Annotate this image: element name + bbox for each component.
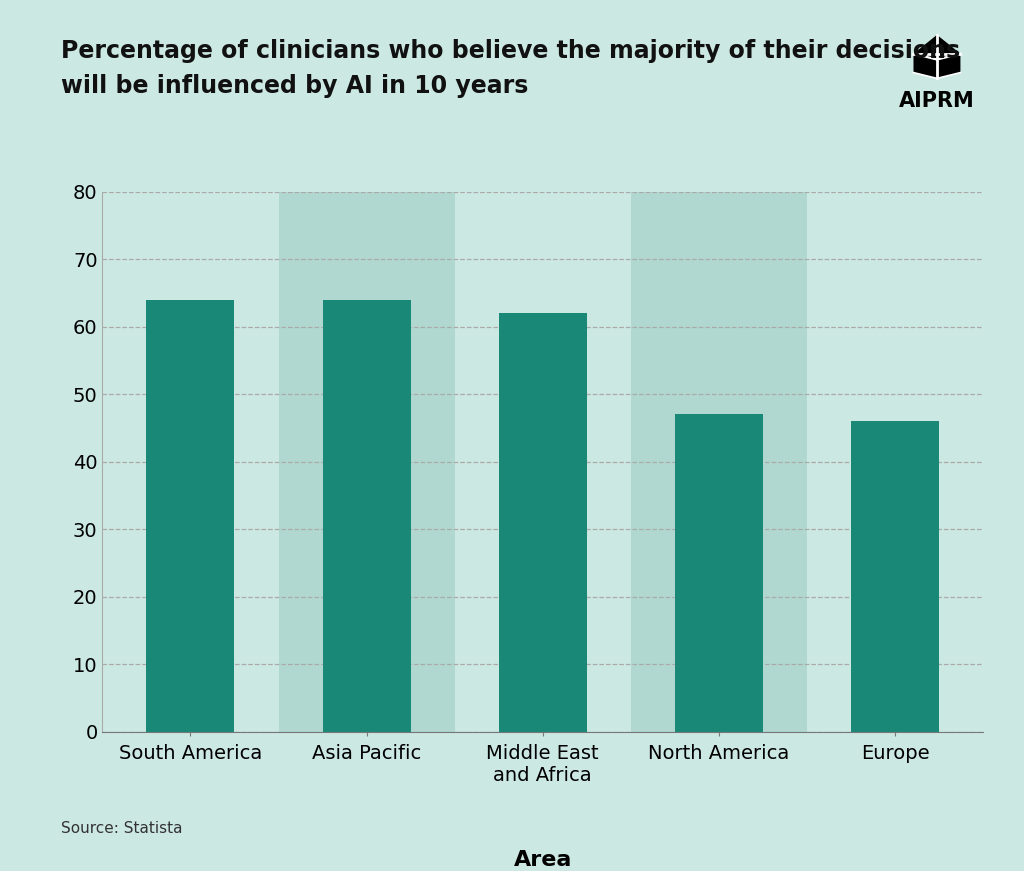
Bar [146, 300, 234, 732]
Polygon shape [937, 54, 961, 78]
Text: Source: Statista: Source: Statista [61, 821, 183, 836]
Bar [323, 300, 411, 732]
Bar [851, 422, 939, 732]
Bar [675, 415, 763, 732]
Bar [279, 192, 455, 732]
Bar [631, 192, 807, 732]
Text: AIPRM: AIPRM [899, 91, 975, 111]
Polygon shape [913, 35, 961, 59]
Text: will be influenced by AI in 10 years: will be influenced by AI in 10 years [61, 74, 528, 98]
X-axis label: Area: Area [513, 850, 572, 870]
Polygon shape [913, 54, 937, 78]
Bar [499, 314, 587, 732]
Text: Percentage of clinicians who believe the majority of their decisions: Percentage of clinicians who believe the… [61, 39, 961, 64]
